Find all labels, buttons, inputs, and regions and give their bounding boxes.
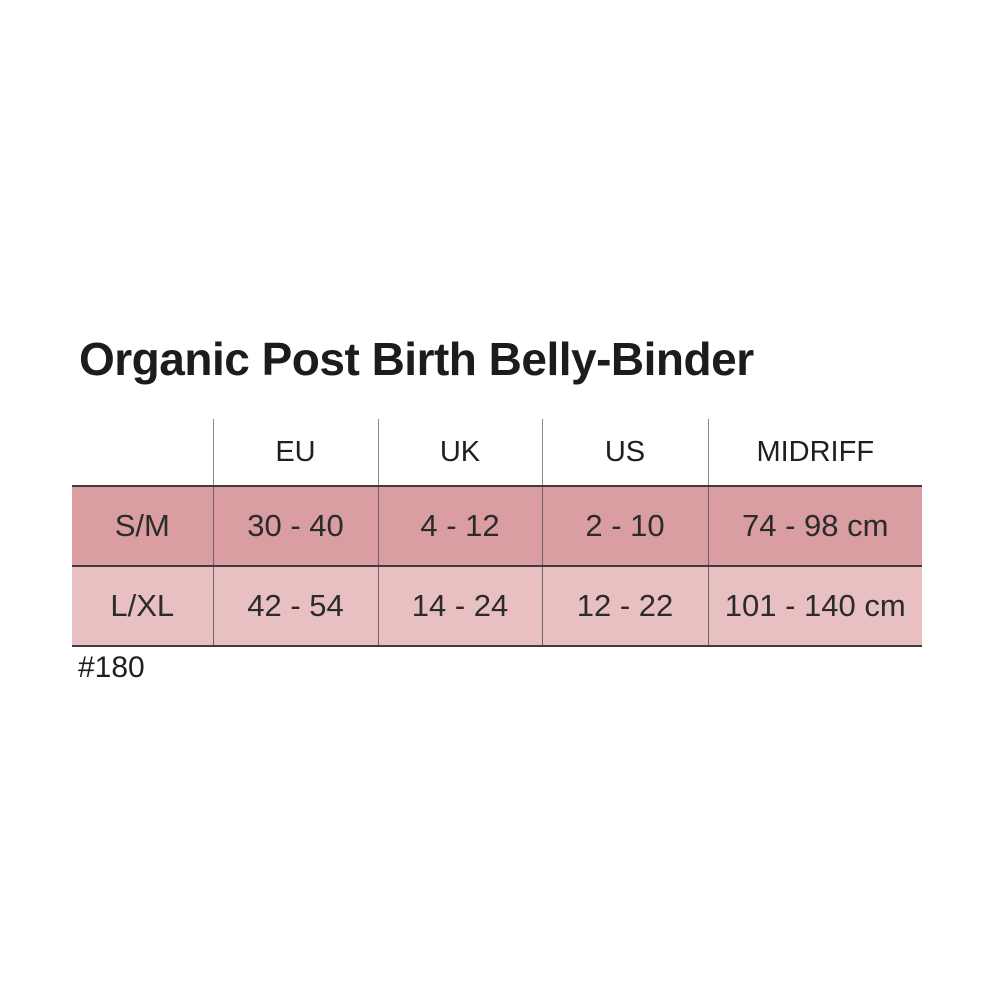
header-cell-midriff: MIDRIFF xyxy=(707,419,922,486)
product-code: #180 xyxy=(78,651,145,684)
cell-lxl-uk: 14 - 24 xyxy=(377,566,542,647)
header-cell-uk: UK xyxy=(377,419,542,486)
header-cell-eu: EU xyxy=(212,419,378,486)
cell-lxl-us: 12 - 22 xyxy=(541,566,708,647)
size-chart-header: EU UK US MIDRIFF xyxy=(72,419,922,486)
row-sm-label: S/M xyxy=(72,485,213,567)
cell-lxl-eu: 42 - 54 xyxy=(212,566,378,647)
header-cell-blank xyxy=(72,419,213,486)
cell-sm-us: 2 - 10 xyxy=(541,485,708,567)
cell-sm-uk: 4 - 12 xyxy=(377,485,542,567)
page-title: Organic Post Birth Belly-Binder xyxy=(79,333,754,385)
cell-sm-midriff: 74 - 98 cm xyxy=(707,485,922,567)
cell-lxl-midriff: 101 - 140 cm xyxy=(707,566,922,647)
header-row: EU UK US MIDRIFF xyxy=(72,419,922,486)
header-cell-us: US xyxy=(541,419,708,486)
table-row-sm: S/M 30 - 40 4 - 12 2 - 10 74 - 98 cm xyxy=(72,485,922,567)
row-lxl-label: L/XL xyxy=(72,566,213,647)
cell-sm-eu: 30 - 40 xyxy=(212,485,378,567)
table-row-lxl: L/XL 42 - 54 14 - 24 12 - 22 101 - 140 c… xyxy=(72,566,922,647)
size-chart-body: S/M 30 - 40 4 - 12 2 - 10 74 - 98 cm L/X… xyxy=(72,485,922,647)
size-chart-table: EU UK US MIDRIFF S/M 30 - 40 4 - 12 2 - … xyxy=(72,419,922,647)
